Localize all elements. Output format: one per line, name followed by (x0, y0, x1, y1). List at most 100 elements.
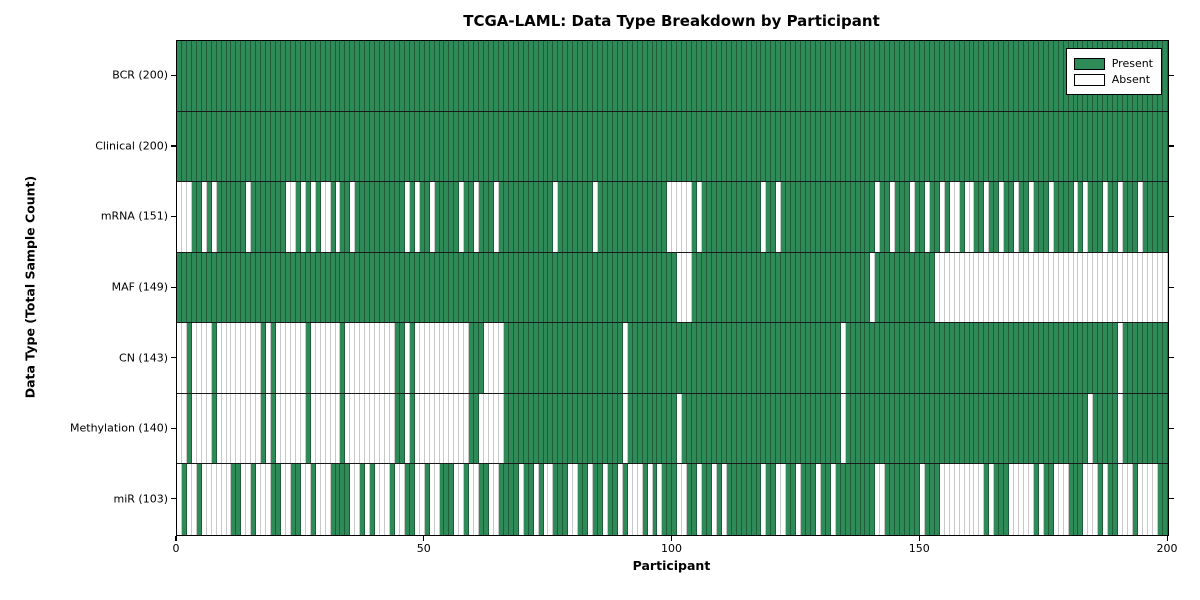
heatmap-cell (1023, 182, 1029, 252)
heatmap-cell (295, 41, 301, 111)
heatmap-cell (791, 252, 797, 323)
heatmap-cell (905, 393, 911, 464)
heatmap-cell (523, 182, 529, 252)
heatmap-cell (231, 464, 237, 535)
heatmap-cell (811, 252, 816, 323)
heatmap-cell (751, 464, 757, 535)
heatmap-cell (1132, 182, 1138, 252)
heatmap-cell (989, 182, 995, 252)
heatmap-cell (181, 182, 187, 252)
heatmap-cell (553, 464, 559, 535)
heatmap-cell (404, 111, 410, 182)
heatmap-cell (330, 182, 336, 252)
heatmap-cell (791, 393, 797, 464)
heatmap-cell (459, 182, 465, 252)
heatmap-cell (979, 323, 985, 393)
heatmap-cell (221, 323, 227, 393)
heatmap-cell (246, 393, 252, 464)
heatmap-cell (766, 464, 772, 535)
heatmap-cell (885, 182, 891, 252)
heatmap-cell (1033, 111, 1039, 182)
heatmap-cell (1053, 182, 1059, 252)
heatmap-cell (459, 252, 465, 323)
heatmap-cell (543, 111, 549, 182)
heatmap-cell (954, 393, 960, 464)
heatmap-cell (979, 41, 985, 111)
heatmap-cell (806, 252, 811, 323)
heatmap-cell (345, 41, 351, 111)
heatmap-cell (1068, 464, 1074, 535)
x-tick-mark (1166, 535, 1168, 541)
heatmap-cell (528, 464, 534, 535)
heatmap-cell (885, 41, 891, 111)
heatmap-cell (1162, 464, 1168, 535)
heatmap-cell (538, 323, 544, 393)
heatmap-cell (523, 111, 529, 182)
heatmap-cell (221, 464, 227, 535)
heatmap-cell (850, 182, 856, 252)
heatmap-cell (256, 41, 262, 111)
heatmap-cell (583, 182, 589, 252)
heatmap-cell (885, 252, 891, 323)
heatmap-cell (662, 252, 668, 323)
heatmap-cell (201, 252, 207, 323)
heatmap-cell (697, 182, 703, 252)
heatmap-cell (1019, 252, 1024, 323)
heatmap-cell (583, 393, 589, 464)
y-tick-mark (1168, 74, 1174, 76)
heatmap-cell (617, 323, 623, 393)
heatmap-cell (1157, 182, 1163, 252)
heatmap-cell (593, 111, 599, 182)
heatmap-cell (1053, 323, 1059, 393)
heatmap-cell (607, 393, 613, 464)
heatmap-cell (974, 464, 980, 535)
heatmap-cell (766, 111, 772, 182)
heatmap-cell (226, 182, 232, 252)
heatmap-cell (1058, 41, 1064, 111)
heatmap-cell (310, 323, 316, 393)
heatmap-cell (449, 252, 455, 323)
heatmap-cell (350, 111, 356, 182)
heatmap-cell (340, 111, 346, 182)
heatmap-cell (498, 111, 504, 182)
heatmap-cell (1152, 182, 1158, 252)
heatmap-cell (929, 182, 935, 252)
heatmap-cell (558, 252, 564, 323)
heatmap-cell (469, 464, 475, 535)
heatmap-cell (588, 464, 594, 535)
heatmap-cell (865, 393, 871, 464)
heatmap-cell (543, 182, 549, 252)
heatmap-cell (835, 111, 841, 182)
heatmap-cell (915, 393, 920, 464)
heatmap-cell (1113, 393, 1119, 464)
heatmap-cell (256, 252, 262, 323)
heatmap-cell (949, 323, 955, 393)
heatmap-cell (994, 182, 1000, 252)
heatmap-cell (875, 41, 881, 111)
heatmap-cell (726, 111, 732, 182)
heatmap-cell (355, 252, 361, 323)
heatmap-cell (1073, 111, 1079, 182)
heatmap-cell (285, 111, 291, 182)
y-tick-mark (1168, 498, 1174, 500)
heatmap-cell (533, 41, 539, 111)
heatmap-cell (682, 41, 688, 111)
heatmap-cell (231, 41, 237, 111)
heatmap-cell (1028, 252, 1034, 323)
heatmap-cell (855, 41, 861, 111)
heatmap-cell (419, 111, 425, 182)
heatmap-cell (424, 111, 430, 182)
heatmap-cell (181, 252, 187, 323)
heatmap-cell (186, 41, 192, 111)
heatmap-cell (835, 464, 841, 535)
heatmap-cell (236, 464, 242, 535)
heatmap-cell (578, 182, 584, 252)
heatmap-cell (548, 252, 554, 323)
heatmap-cell (919, 182, 925, 252)
y-tick-mark (171, 498, 176, 500)
heatmap-cell (484, 111, 490, 182)
heatmap-cell (1123, 393, 1128, 464)
heatmap-cell (736, 182, 742, 252)
heatmap-cell (295, 252, 301, 323)
heatmap-cell (711, 41, 717, 111)
